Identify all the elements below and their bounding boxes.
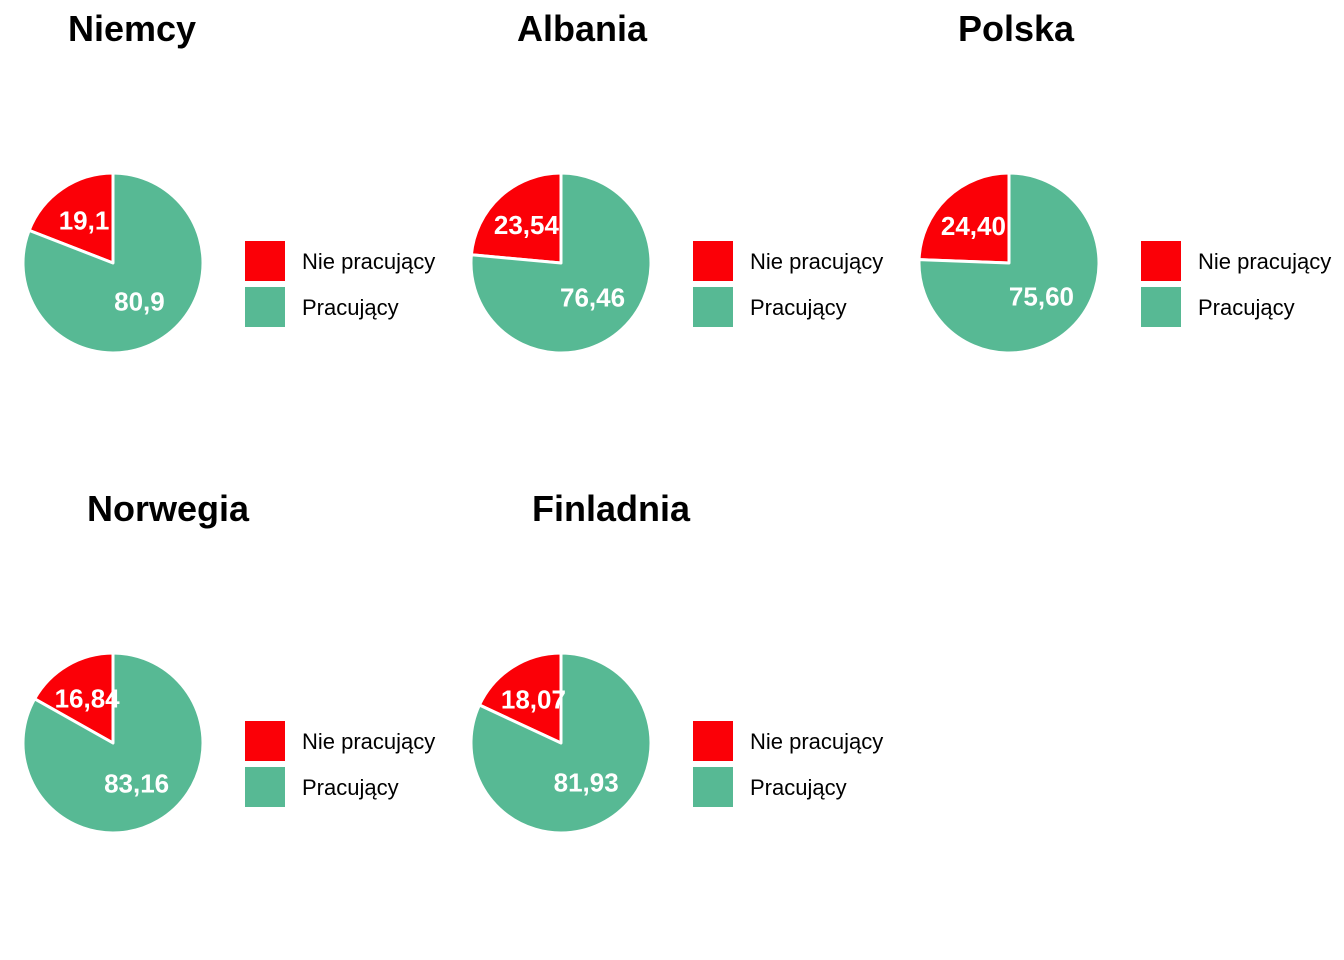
slice-value-label: 23,54 <box>494 210 560 240</box>
legend-swatch <box>245 287 285 327</box>
chart-title: Albania <box>517 8 648 49</box>
legend-label: Pracujący <box>1198 295 1295 320</box>
slice-value-label: 19,1 <box>59 206 110 236</box>
legend: Nie pracujący Pracujący <box>245 721 435 807</box>
legend-swatch <box>245 767 285 807</box>
pie-slice-pracujacy <box>21 651 205 835</box>
pie-slice-pracujacy <box>469 651 653 835</box>
pie-panel: Niemcy 19,1 80,9 Nie pracujący Pracujący <box>21 8 435 355</box>
chart-title: Finladnia <box>532 488 691 529</box>
legend-swatch <box>693 241 733 281</box>
slice-value-label: 75,60 <box>1009 282 1074 312</box>
pie-slice-pracujacy <box>469 171 653 355</box>
slice-value-label: 18,07 <box>501 685 566 715</box>
legend-label: Pracujący <box>302 295 399 320</box>
pie-slice-nie-pracujacy <box>917 171 1011 265</box>
legend-swatch <box>245 241 285 281</box>
pie-panel: Norwegia 16,84 83,16 Nie pracujący Pracujący <box>21 488 435 835</box>
legend: Nie pracujący Pracujący <box>1141 241 1331 327</box>
slice-value-label: 16,84 <box>55 684 121 714</box>
legend-swatch <box>693 721 733 761</box>
legend-label: Pracujący <box>302 775 399 800</box>
legend: Nie pracujący Pracujący <box>245 241 435 327</box>
slice-value-label: 24,40 <box>941 211 1006 241</box>
legend: Nie pracujący Pracujący <box>693 241 883 327</box>
pie-panel: Polska 24,40 75,60 Nie pracujący Pracujący <box>917 8 1331 355</box>
chart-title: Norwegia <box>87 488 250 529</box>
pie-slice-pracujacy <box>917 171 1101 355</box>
slice-value-label: 81,93 <box>554 767 619 797</box>
legend-label: Nie pracujący <box>1198 249 1331 274</box>
slice-value-label: 80,9 <box>114 287 165 317</box>
legend: Nie pracujący Pracujący <box>693 721 883 807</box>
legend-swatch <box>693 287 733 327</box>
pie-slice-nie-pracujacy <box>33 651 115 745</box>
legend-label: Nie pracujący <box>750 249 883 274</box>
legend-swatch <box>1141 241 1181 281</box>
pie-slice-nie-pracujacy <box>477 651 563 745</box>
legend-label: Pracujący <box>750 775 847 800</box>
chart-title: Niemcy <box>68 8 196 49</box>
slice-value-label: 83,16 <box>104 768 169 798</box>
pie-slice-nie-pracujacy <box>469 171 563 265</box>
slice-value-label: 76,46 <box>560 283 625 313</box>
legend-swatch <box>245 721 285 761</box>
legend-label: Nie pracujący <box>302 729 435 754</box>
legend-swatch <box>1141 287 1181 327</box>
pie-panel: Finladnia 18,07 81,93 Nie pracujący Pracując… <box>469 488 883 835</box>
pie-slice-pracujacy <box>21 171 205 355</box>
legend-label: Pracujący <box>750 295 847 320</box>
legend-label: Nie pracujący <box>302 249 435 274</box>
legend-label: Nie pracujący <box>750 729 883 754</box>
legend-swatch <box>693 767 733 807</box>
pie-slice-nie-pracujacy <box>27 171 115 265</box>
pie-panel: Albania 23,54 76,46 Nie pracujący Pracujący <box>469 8 883 355</box>
chart-title: Polska <box>958 8 1075 49</box>
